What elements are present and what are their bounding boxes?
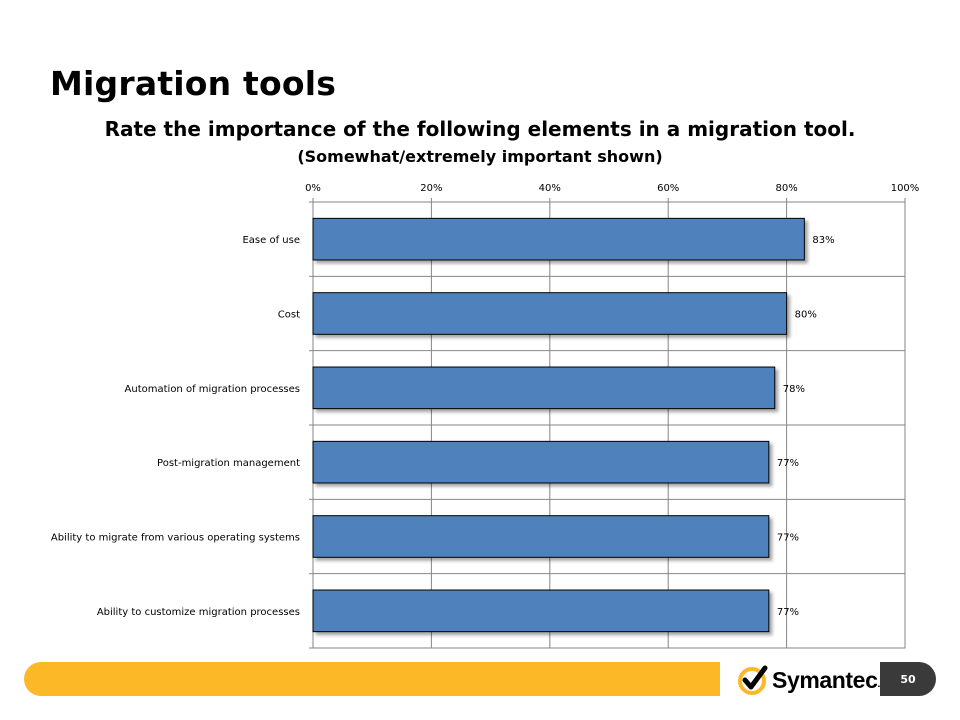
symantec-logo: Symantec . bbox=[737, 663, 880, 697]
bar bbox=[312, 292, 788, 335]
bar-value-label: 77% bbox=[777, 533, 799, 544]
x-tick-label: 20% bbox=[420, 183, 442, 194]
x-tick-label: 80% bbox=[775, 183, 797, 194]
bar-value-label: 83% bbox=[812, 235, 834, 246]
category-label: Automation of migration processes bbox=[125, 384, 300, 395]
chart-title: Rate the importance of the following ele… bbox=[104, 117, 856, 141]
logo-dot: . bbox=[877, 679, 881, 690]
logo-wordmark: Symantec bbox=[772, 666, 878, 693]
category-label: Ability to migrate from various operatin… bbox=[51, 533, 300, 544]
x-tick-label: 0% bbox=[305, 183, 321, 194]
bars: 83% 80% 78% 77% 77% 77% bbox=[312, 217, 835, 633]
x-axis-ticks: 0% 20% 40% 60% 80% 100% bbox=[305, 183, 920, 649]
gridlines bbox=[313, 202, 905, 648]
category-label: Ability to customize migration processes bbox=[97, 607, 300, 618]
bar-value-label: 77% bbox=[777, 458, 799, 469]
bar bbox=[312, 217, 805, 261]
bar bbox=[312, 589, 770, 633]
bar bbox=[312, 515, 770, 558]
bar-value-label: 77% bbox=[777, 607, 799, 618]
x-tick-label: 100% bbox=[891, 183, 920, 194]
category-labels: Ease of use Cost Automation of migration p… bbox=[51, 235, 300, 618]
bar bbox=[312, 366, 776, 410]
bar-value-label: 80% bbox=[795, 310, 817, 321]
category-label: Post-migration management bbox=[157, 458, 300, 469]
category-label: Ease of use bbox=[242, 235, 300, 246]
chart-subtitle: (Somewhat/extremely important shown) bbox=[297, 147, 663, 166]
bar-value-label: 78% bbox=[783, 384, 805, 395]
x-tick-label: 60% bbox=[657, 183, 679, 194]
checkmark-logo-icon bbox=[738, 665, 768, 695]
bar-chart: 0% 20% 40% 60% 80% 100% 83% 80% 78% 77% 77% 77% Ea… bbox=[51, 183, 920, 649]
category-label: Cost bbox=[278, 310, 300, 321]
x-tick-label: 40% bbox=[539, 183, 561, 194]
footer-bar bbox=[24, 662, 720, 696]
page-number: 50 bbox=[880, 662, 936, 696]
bar bbox=[312, 440, 770, 484]
slide-title: Migration tools bbox=[50, 64, 337, 103]
